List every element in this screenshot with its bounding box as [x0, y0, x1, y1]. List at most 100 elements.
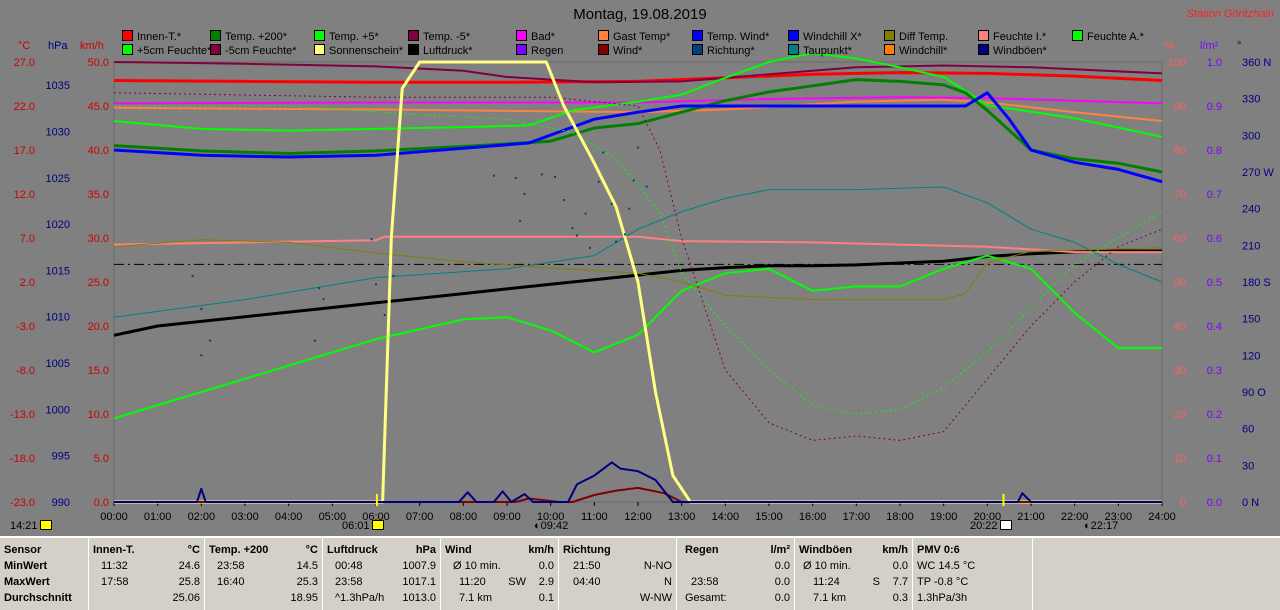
sunset-time: 20:22: [970, 520, 998, 532]
unit-hpa: hPa: [48, 40, 68, 52]
humidity-axis-tick: 100: [1168, 57, 1186, 69]
direction-axis-tick: 150: [1242, 314, 1260, 326]
wind-axis-tick: 0.0: [94, 497, 109, 509]
rain-axis-tick: 1.0: [1207, 57, 1222, 69]
legend-item: Feuchte A.*: [1072, 30, 1144, 44]
wind-avg10-value: 0.0: [538, 560, 554, 572]
wind-avg: 0.1: [538, 592, 554, 604]
series-line: [113, 96, 1163, 105]
direction-point: [562, 199, 565, 202]
wind-axis-tick: 35.0: [88, 189, 109, 201]
windboeen-unit: km/h: [882, 544, 908, 556]
pressure-axis-tick: 1035: [46, 80, 70, 92]
pressure-axis-tick: 1005: [46, 358, 70, 370]
legend-label: Luftdruck*: [423, 45, 473, 57]
direction-point: [554, 175, 557, 178]
regen-total-label: Gesamt:: [685, 592, 727, 604]
pressure-axis-tick: 1030: [46, 126, 70, 138]
legend-swatch: [598, 30, 609, 41]
legend-label: Temp. +5*: [329, 31, 379, 43]
pmv-windchill: WC 14.5 °C: [917, 560, 976, 572]
series-line: [113, 254, 1162, 420]
series-line: [114, 461, 1162, 503]
pressure-axis-tick: 1010: [46, 312, 70, 324]
legend-swatch: [884, 30, 895, 41]
legend-swatch: [314, 30, 325, 41]
legend-swatch: [692, 30, 703, 41]
wind-axis-tick: 30.0: [88, 233, 109, 245]
innen-title: Innen-T.: [93, 544, 135, 556]
x-axis-tick: 08:00: [450, 511, 478, 523]
humidity-axis-tick: 50: [1174, 277, 1186, 289]
legend-item: Gast Temp*: [598, 30, 670, 44]
legend-item: Windchill X*: [788, 30, 862, 44]
temp-axis-tick: 27.0: [14, 57, 35, 69]
moonrise-mark: ◐09:42: [534, 520, 568, 532]
temp200-unit: °C: [305, 544, 318, 556]
legend-swatch: [978, 44, 989, 55]
temp-axis-tick: -8.0: [16, 365, 35, 377]
temp-axis-tick: 17.0: [14, 145, 35, 157]
series-line: [114, 105, 1163, 415]
series-line: [113, 98, 1163, 122]
current-time-label: 14:21: [10, 520, 38, 532]
richtung-title: Richtung: [563, 544, 611, 556]
direction-axis-tick: 120: [1242, 350, 1260, 362]
legend-item: Feuchte I.*: [978, 30, 1046, 44]
direction-point: [200, 354, 203, 357]
direction-axis-tick: 270 W: [1242, 167, 1274, 179]
direction-point: [383, 314, 386, 316]
innen-min-value: 24.6: [178, 560, 200, 572]
wind-max-value: 2.9: [538, 576, 554, 588]
sunrise-mark: 06:01: [342, 520, 384, 532]
wind-title: Wind: [445, 544, 472, 556]
legend-item: Bad*: [516, 30, 555, 44]
windboeen-max-time: 11:24: [813, 576, 840, 588]
windboeen-avg10-value: 0.0: [892, 560, 908, 572]
x-axis-tick: 23:00: [1105, 511, 1133, 523]
temp200-avg: 18.95: [290, 592, 318, 604]
richtung-min-time: 21:50: [573, 560, 601, 572]
temp200-max-time: 16:40: [217, 576, 245, 588]
x-axis-tick: 07:00: [406, 511, 434, 523]
legend-item: Innen-T.*: [122, 30, 181, 44]
x-axis-tick: 21:00: [1017, 511, 1045, 523]
legend-item: Taupunkt*: [788, 44, 852, 58]
wind-axis-tick: 5.0: [94, 453, 109, 465]
direction-axis-tick: 300: [1242, 130, 1260, 142]
x-axis-tick: 04:00: [275, 511, 303, 523]
x-axis-tick: 19:00: [930, 511, 958, 523]
unit-kmh: km/h: [80, 40, 104, 52]
legend-item: Diff Temp.: [884, 30, 948, 44]
humidity-axis-tick: 70: [1174, 189, 1186, 201]
direction-point: [623, 233, 626, 236]
legend-item: Temp. +5*: [314, 30, 379, 44]
series-line: [113, 92, 1163, 441]
legend-item: Windböen*: [978, 44, 1047, 58]
label-min: MinWert: [4, 560, 48, 572]
richtung-avg: W-NW: [639, 592, 672, 604]
chart-legend: Innen-T.* Temp. +200* Temp. +5* Temp. -5* Ba…: [122, 30, 1172, 60]
x-axis-tick: 24:00: [1148, 511, 1176, 523]
wind-avg10-label: Ø 10 min.: [453, 560, 501, 572]
luftdruck-avg: 1013.0: [402, 592, 436, 604]
direction-point: [645, 185, 648, 188]
legend-swatch: [122, 44, 133, 55]
legend-label: Wind*: [613, 45, 643, 57]
x-axis-tick: 05:00: [319, 511, 347, 523]
unit-celsius: °C: [18, 40, 31, 52]
legend-swatch: [314, 44, 325, 55]
wind-distance: 7.1 km: [459, 592, 493, 604]
direction-point: [375, 283, 377, 286]
stats-regen: Regen l/m² 0.0 23:58 0.0 Gesamt: 0.0: [676, 538, 794, 610]
unit-percent: %: [1164, 40, 1174, 52]
legend-label: Temp. +200*: [225, 31, 288, 43]
humidity-axis-tick: 80: [1174, 145, 1186, 157]
direction-point: [571, 227, 574, 230]
pmv-title: PMV 0:6: [917, 544, 960, 556]
stats-innen: Innen-T. °C 11:32 24.6 17:58 25.8 25.06: [88, 538, 204, 610]
series-line: [113, 91, 1163, 184]
legend-item: Regen: [516, 44, 563, 58]
unit-degree: °: [1237, 40, 1242, 52]
wind-unit: km/h: [528, 544, 554, 556]
